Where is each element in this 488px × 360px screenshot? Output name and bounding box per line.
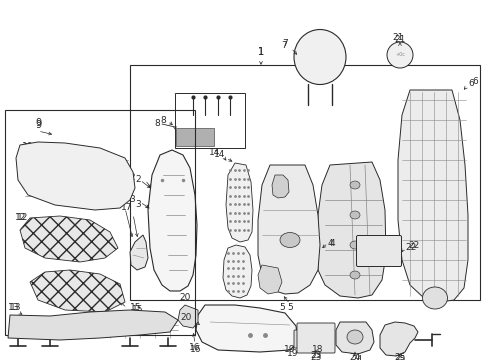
Bar [130, 65, 479, 300]
Ellipse shape [422, 287, 447, 309]
Text: 23: 23 [310, 354, 321, 360]
Text: 10: 10 [21, 143, 33, 152]
Text: 20: 20 [179, 293, 190, 302]
Polygon shape [196, 305, 297, 352]
Polygon shape [223, 245, 251, 298]
Text: 3: 3 [135, 201, 141, 210]
Polygon shape [8, 310, 178, 340]
Text: 6: 6 [471, 77, 477, 86]
Polygon shape [379, 322, 417, 356]
Text: 5: 5 [286, 302, 292, 311]
Text: 1: 1 [257, 47, 264, 57]
Text: 5: 5 [279, 303, 285, 312]
Text: 23: 23 [310, 351, 321, 360]
Text: 7: 7 [281, 40, 286, 49]
Text: 6: 6 [467, 78, 473, 87]
Ellipse shape [280, 233, 299, 248]
Text: 9: 9 [35, 118, 41, 128]
Text: 15: 15 [130, 303, 141, 312]
Text: 25: 25 [393, 354, 405, 360]
Polygon shape [335, 322, 373, 354]
Polygon shape [317, 162, 385, 298]
Text: 2: 2 [129, 174, 135, 183]
Polygon shape [148, 150, 197, 291]
Text: 4: 4 [327, 238, 333, 248]
Text: 13: 13 [8, 303, 20, 312]
Text: 10: 10 [23, 144, 35, 153]
Text: 21: 21 [391, 33, 403, 42]
Text: 16: 16 [190, 346, 202, 355]
Ellipse shape [349, 211, 359, 219]
Text: +0c: +0c [394, 53, 404, 58]
Ellipse shape [293, 30, 346, 85]
Text: 24: 24 [348, 354, 360, 360]
Text: 11: 11 [23, 161, 35, 170]
Text: 14: 14 [214, 150, 225, 159]
Text: 2: 2 [135, 175, 141, 184]
Text: 25: 25 [393, 355, 405, 360]
Text: 9: 9 [35, 120, 41, 130]
Text: 3: 3 [129, 195, 135, 204]
Text: 15: 15 [132, 306, 143, 315]
Text: 12: 12 [17, 213, 28, 222]
Text: 24: 24 [351, 355, 362, 360]
Ellipse shape [349, 271, 359, 279]
Text: 11: 11 [21, 161, 33, 170]
Ellipse shape [349, 241, 359, 249]
Polygon shape [225, 163, 252, 242]
Text: 22: 22 [404, 243, 415, 252]
Polygon shape [178, 305, 198, 328]
Bar [5, 110, 195, 335]
Polygon shape [397, 90, 467, 302]
Polygon shape [16, 142, 135, 210]
Polygon shape [20, 216, 118, 262]
Text: 17: 17 [121, 203, 132, 212]
Text: 16: 16 [189, 343, 201, 352]
Text: 14: 14 [208, 148, 220, 157]
Text: 21: 21 [393, 36, 405, 45]
FancyBboxPatch shape [356, 235, 401, 266]
Ellipse shape [346, 330, 362, 344]
Text: 8: 8 [154, 120, 160, 129]
Polygon shape [30, 270, 125, 312]
Polygon shape [130, 235, 148, 270]
Bar [175, 93, 244, 148]
Text: 19: 19 [286, 348, 297, 357]
Text: 18: 18 [308, 345, 320, 354]
Text: 22: 22 [407, 242, 418, 251]
Text: 20: 20 [178, 314, 190, 323]
Polygon shape [258, 265, 282, 294]
Text: 18: 18 [312, 346, 323, 355]
Text: 8: 8 [160, 117, 165, 126]
Ellipse shape [386, 42, 412, 68]
Text: 7: 7 [282, 39, 287, 48]
FancyBboxPatch shape [293, 330, 317, 348]
Bar [176, 128, 214, 146]
Text: 4: 4 [329, 238, 335, 248]
Text: 1: 1 [257, 47, 264, 57]
Text: 17: 17 [112, 195, 123, 204]
Polygon shape [258, 165, 319, 294]
Polygon shape [271, 175, 288, 198]
Ellipse shape [307, 328, 321, 348]
Text: 12: 12 [15, 213, 26, 222]
Text: 13: 13 [10, 303, 21, 312]
Text: 19: 19 [283, 346, 294, 355]
Ellipse shape [349, 181, 359, 189]
Text: 20: 20 [180, 312, 192, 321]
FancyBboxPatch shape [296, 323, 334, 353]
